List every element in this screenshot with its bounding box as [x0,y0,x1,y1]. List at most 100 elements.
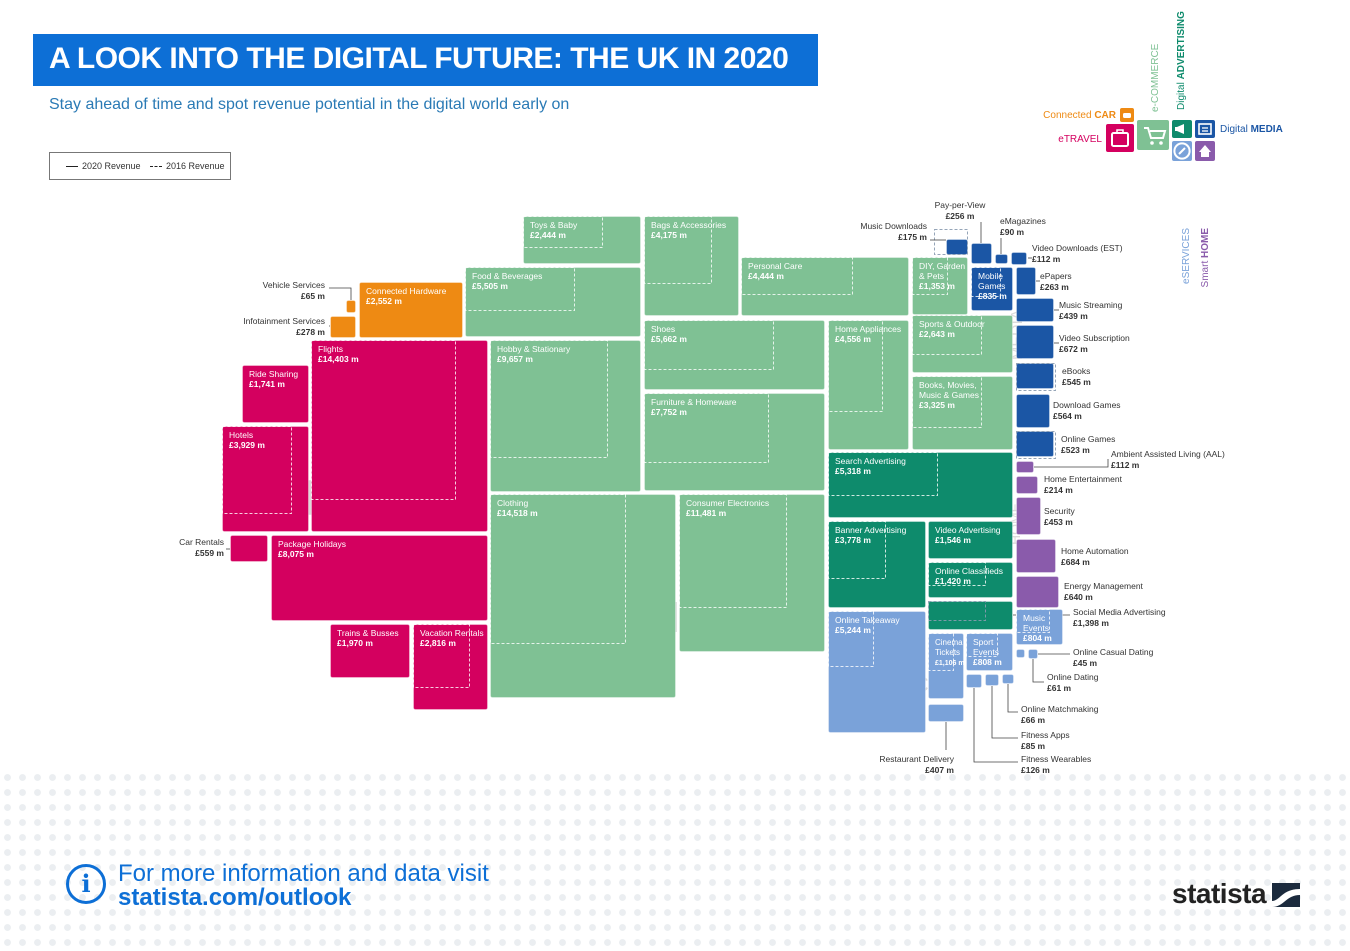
tile-label-music-events-1: Events [1023,623,1049,633]
ext-label-car-rentals: Car Rentals [179,537,224,547]
tile-label-diy-garden-pets: DIY, Garden [919,261,965,271]
tile-value-package-holidays: £8,075 m [278,549,314,559]
ext-value-video-subscription: £672 m [1059,344,1088,354]
tile-label-books-movies-music-games-1: Music & Games [919,390,979,400]
ext-value-vehicle-services: £65 m [301,291,326,301]
tile-value-flights: £14,403 m [318,354,359,364]
footer-text: For more information and data visit [118,860,489,887]
tile-2016-online-games [1016,431,1056,459]
ext-value-video-downloads-est: £112 m [1032,254,1061,264]
ext-value-ambient-assisted-living-aal: £112 m [1111,460,1140,470]
ext-label-infotainment-services: Infotainment Services [243,316,325,326]
legend-label-2016: 2016 Revenue [166,161,225,171]
key-label-smarthome: Smart HOME [1200,228,1211,288]
ext-label-emagazines: eMagazines [1000,216,1046,226]
tile-2016-music-events [1016,609,1050,633]
tile-flights [311,340,488,532]
tile-label-consumer-electronics: Consumer Electronics [686,498,769,508]
key-label-etravel: eTRAVEL [1058,134,1102,145]
home-icon [1199,145,1211,157]
tile-value-trains-busses: £1,970 m [337,638,373,648]
dashed-line-icon [150,166,162,168]
ext-value-infotainment-services: £278 m [296,327,325,337]
tile-video-subscription [1016,325,1054,359]
ext-value-security: £453 m [1044,517,1073,527]
tile-fitness-wearables [966,674,982,688]
tile-value-consumer-electronics: £11,481 m [686,508,727,518]
tile-online-takeaway [828,611,926,733]
key-box-media [1195,120,1215,138]
tile-pay-per-view [971,243,992,264]
key-label-ecommerce: e-COMMERCE [1150,43,1161,112]
ext-label-music-downloads: Music Downloads [860,221,927,231]
tile-label-bags-accessories: Bags & Accessories [651,220,726,230]
tile-consumer-electronics [679,494,825,652]
tile-clothing [490,494,676,698]
tile-label-sports-outdoor: Sports & Outdoor [919,319,985,329]
tile-infotainment-services [330,316,356,338]
statista-logo: statista [1172,878,1267,909]
tile-value-video-advertising: £1,546 m [935,535,971,545]
tile-label-sport-events-1: Events [973,647,999,657]
tile-label-vacation-rentals: Vacation Rentals [420,628,484,638]
tile-social-media-advertising [928,601,1013,630]
tile-label-cinema-tickets-1: Tickets [935,648,960,657]
footer-link[interactable]: statista.com/outlook [118,884,352,911]
tile-fitness-apps [985,674,999,686]
ext-label-fitness-apps: Fitness Apps [1021,730,1070,740]
legend-item-2016: 2016 Revenue [150,161,225,171]
tile-value-home-appliances: £4,556 m [835,334,871,344]
tile-2016-music-downloads [934,229,968,255]
ext-value-ebooks: £545 m [1062,377,1091,387]
tile-label-mobile-games: Mobile [978,271,1003,281]
tile-2016-mobile-games [971,267,1001,297]
tile-label-shoes: Shoes [651,324,675,334]
info-icon: i [66,864,106,904]
ext-value-home-automation: £684 m [1061,557,1090,567]
leader-vehicle-services [329,287,352,300]
ext-value-music-streaming: £439 m [1059,311,1088,321]
tile-value-furniture-homeware: £7,752 m [651,407,687,417]
tile-2016-online-takeaway [828,611,874,667]
ext-label-pay-per-view: Pay-per-View [935,200,987,210]
ext-label-music-streaming: Music Streaming [1059,300,1123,310]
tile-2016-banner-advertising [828,521,886,579]
tile-value-food-beverages: £5,505 m [472,281,508,291]
cart-icon [1144,127,1167,145]
chart-legend: 2020 Revenue 2016 Revenue [49,152,231,180]
tile-2016-cinema-tickets [928,633,954,671]
key-label-eservices: eSERVICES [1181,228,1192,284]
tile-2016-shoes [644,320,774,370]
tile-2016-clothing [490,494,626,644]
legend-item-2020: 2020 Revenue [66,161,141,171]
tile-2016-hobby-stationary [490,340,608,458]
tile-value-bags-accessories: £4,175 m [651,230,687,240]
tile-online-dating [1028,649,1038,659]
ext-value-fitness-apps: £85 m [1021,741,1046,751]
ext-label-energy-management: Energy Management [1064,581,1144,591]
key-box-etravel [1106,124,1134,152]
tile-value-cinema-tickets: £1,106 m [935,660,965,667]
ext-value-restaurant-delivery: £407 m [925,765,954,775]
statista-logo-mark [1272,883,1300,907]
leader-fitness-apps [991,686,1018,739]
tile-label-connected-hardware: Connected Hardware [366,286,447,296]
tile-online-casual-dating [1016,649,1025,658]
media-icon [1198,123,1212,135]
services-icon [1173,142,1191,160]
tile-home-entertainment [1016,476,1038,494]
tile-ambient-assisted-living-aal [1016,461,1034,473]
tile-video-downloads-est [1011,252,1027,265]
tile-ebooks [1016,363,1054,389]
tile-online-matchmaking [1002,674,1014,684]
tile-label-banner-advertising: Banner Advertising [835,525,907,535]
tile-label-clothing: Clothing [497,498,528,508]
tile-label-search-advertising: Search Advertising [835,456,906,466]
background-dot-pattern [0,770,1350,951]
tile-download-games [1016,394,1050,428]
tile-value-mobile-games: £835 m [978,291,1007,301]
ext-value-energy-management: £640 m [1064,592,1093,602]
megaphone-icon [1175,124,1184,134]
ext-value-online-matchmaking: £66 m [1021,715,1046,725]
